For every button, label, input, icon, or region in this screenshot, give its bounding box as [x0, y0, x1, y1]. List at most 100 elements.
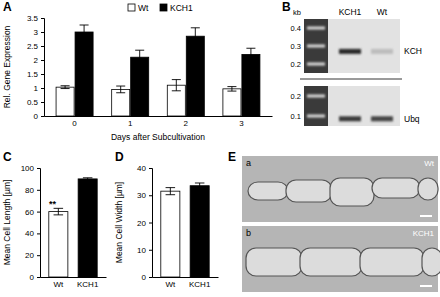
- axis-line: [149, 169, 153, 278]
- image-letter: a: [246, 158, 251, 168]
- axis-line: [153, 277, 219, 278]
- bar: [223, 89, 241, 116]
- error-bar: [227, 87, 236, 91]
- tick-mark: [149, 277, 152, 278]
- panel-title: C: [3, 150, 12, 164]
- tick-label: 3.5: [27, 14, 39, 23]
- tick-label: KCH1: [77, 280, 99, 289]
- annotation: **: [49, 199, 57, 209]
- cell: [300, 248, 362, 276]
- tick: 0: [72, 116, 77, 128]
- micrograph-panel: EaWtbKCH1: [228, 150, 440, 292]
- tick-label: 30: [137, 191, 146, 200]
- tick-mark: [149, 195, 152, 196]
- tick-mark: [41, 88, 44, 89]
- x-axis-title: Days after Subcultivation: [111, 132, 205, 142]
- sample-band: [339, 49, 361, 54]
- error-bar: [135, 50, 144, 64]
- micrograph: a Wt: [242, 156, 438, 222]
- tick: 0: [142, 273, 152, 282]
- error-bar: [195, 183, 205, 188]
- axis-line: [41, 277, 107, 278]
- tick: 30: [137, 191, 152, 200]
- cell: [418, 178, 438, 200]
- tick-mark: [41, 32, 44, 33]
- panel-title: A: [3, 0, 12, 14]
- error-line: [231, 87, 232, 91]
- tick-label: 1: [34, 84, 39, 93]
- image-label: Wt: [424, 159, 435, 168]
- bar: [161, 191, 180, 277]
- error-line: [120, 86, 121, 93]
- cell: [330, 178, 374, 206]
- bar: [190, 186, 209, 277]
- error-cap: [172, 90, 181, 91]
- marks: [49, 178, 97, 277]
- tick-label: Wt: [53, 280, 64, 289]
- bar: [75, 32, 93, 116]
- error-cap: [61, 88, 70, 89]
- scale-bar: [420, 215, 432, 217]
- error-cap: [54, 214, 64, 215]
- tick-mark: [37, 277, 40, 278]
- tick-label: 1: [128, 119, 133, 128]
- tick-label: 3: [239, 119, 244, 128]
- marker-label: 0.3: [291, 42, 301, 51]
- ladder-band: [307, 27, 325, 30]
- y-axis: 00.511.522.533.5: [27, 14, 45, 121]
- bar: [112, 89, 130, 116]
- y-axis-title: Mean Cell Width [µm]: [114, 182, 124, 263]
- error-bar: [116, 86, 125, 93]
- error-bar: [191, 28, 200, 45]
- tick-mark: [41, 116, 44, 117]
- tick-label: 40: [137, 164, 146, 173]
- tick: 1: [34, 84, 44, 93]
- tick: Wt: [53, 277, 64, 289]
- lane-label: KCH1: [339, 7, 362, 17]
- error-bar: [172, 80, 181, 91]
- tick-mark: [37, 255, 40, 256]
- tick-mark: [37, 168, 40, 169]
- x-axis: 0 1 2 3: [45, 116, 273, 128]
- error-cap: [83, 177, 93, 178]
- tick: 3.5: [27, 14, 44, 23]
- ladder-band: [307, 95, 325, 98]
- tick-label: 3: [34, 28, 39, 37]
- marker-label: 0.4: [291, 24, 301, 33]
- y-axis-title: Rel. Gene Expression: [2, 25, 12, 108]
- gel-background: [304, 86, 400, 126]
- image-background: [242, 226, 438, 292]
- tick: 1: [128, 116, 133, 128]
- legend-swatch: [128, 4, 135, 11]
- blot-label: Ubq: [404, 114, 420, 124]
- background: [0, 0, 440, 297]
- plot: 00.511.522.533.50123Rel. Gene Expression…: [2, 3, 273, 143]
- tick: 10: [137, 246, 152, 255]
- tick-label: 0: [72, 119, 77, 128]
- legend-swatch: [160, 4, 167, 11]
- ladder-lane: [304, 86, 328, 126]
- cell: [360, 248, 424, 276]
- tick-mark: [41, 18, 44, 19]
- panel: 020406080100WtKCH1**Mean Cell Length [µm…: [2, 150, 107, 289]
- tick: 40: [137, 164, 152, 173]
- tick: 60: [25, 208, 40, 217]
- axis-line: [45, 116, 273, 117]
- tick-mark: [41, 74, 44, 75]
- error-bar: [166, 188, 176, 195]
- tick-mark: [37, 233, 40, 234]
- x-axis: Wt KCH1: [41, 277, 107, 289]
- error-line: [199, 183, 200, 188]
- bar: [56, 87, 74, 116]
- tick-label: KCH1: [189, 280, 211, 289]
- error-line: [250, 48, 251, 60]
- marker-label: 0.1: [291, 112, 301, 121]
- marker-label: 0.2: [291, 92, 301, 101]
- axis-line: [37, 169, 41, 278]
- error-cap: [227, 91, 236, 92]
- blot: 0.2 0.1 Ubq: [291, 86, 420, 126]
- tick-label: 2: [184, 119, 189, 128]
- blot: 0.40.30.2kbKCH: [291, 8, 422, 73]
- tick-label: 60: [25, 208, 34, 217]
- legend-label: KCH1: [170, 3, 193, 13]
